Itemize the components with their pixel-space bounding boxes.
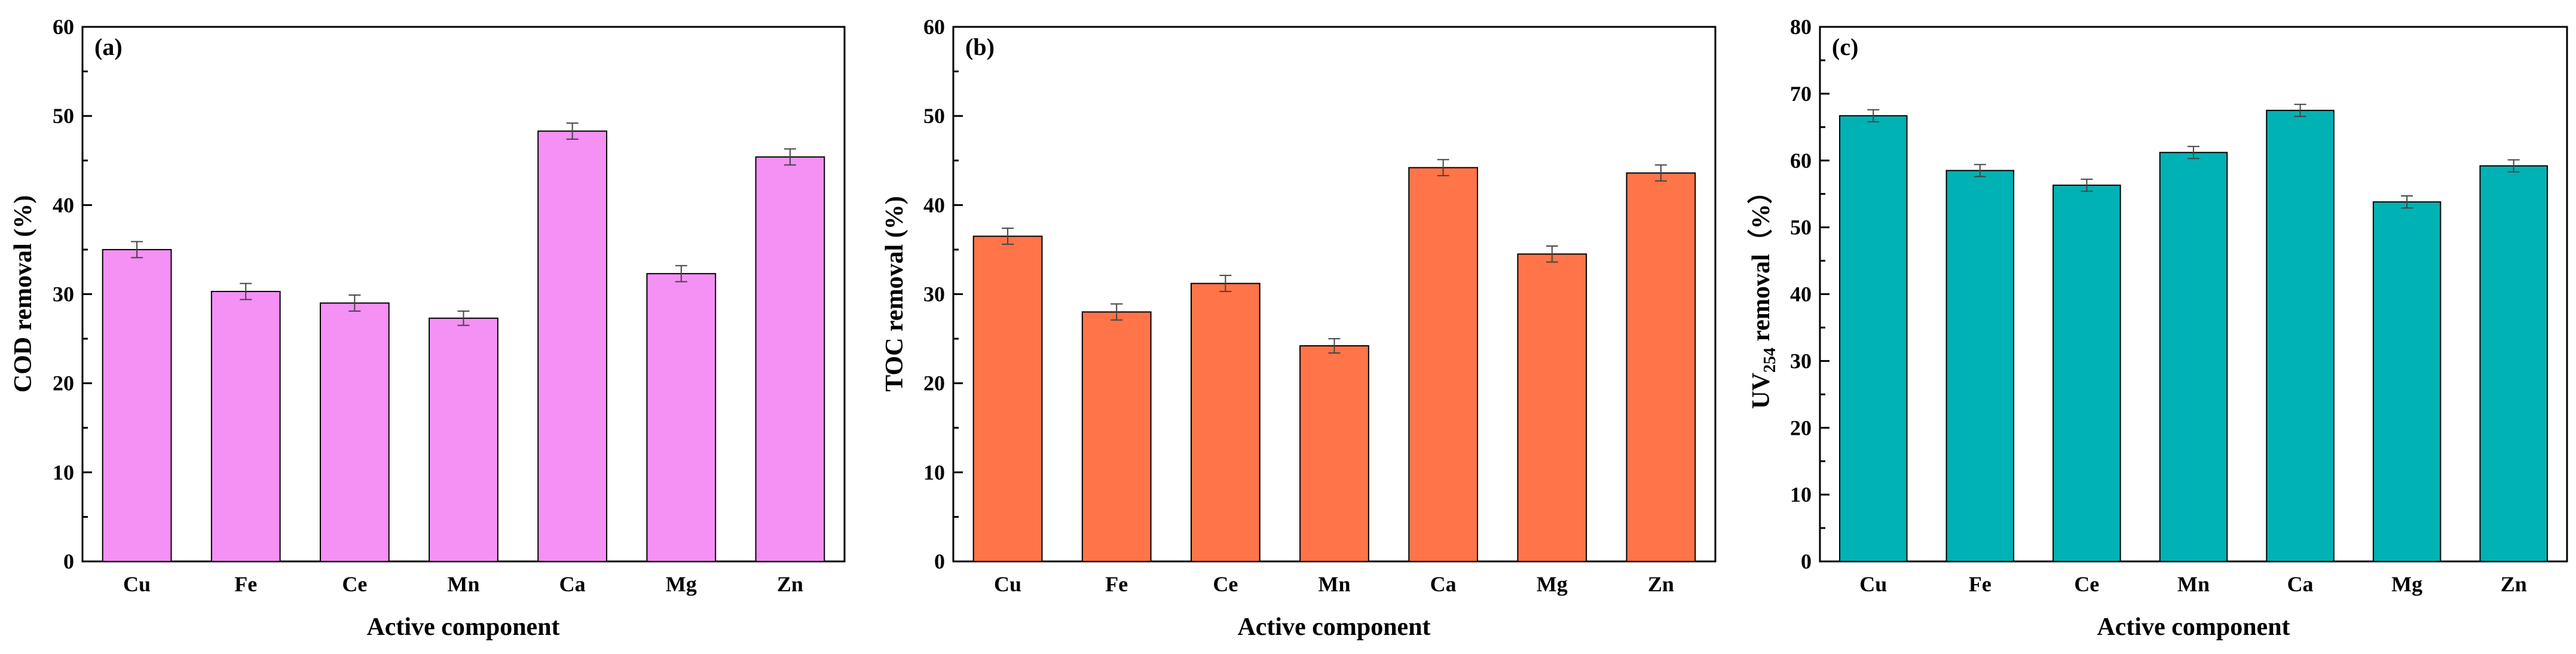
panel-a-xtick-label-mn: Mn (448, 572, 480, 596)
panel-c-bar-ca (2266, 109, 2335, 562)
panel-b-bar-zn (1626, 172, 1696, 562)
panel-a-ylabel: COD removal (%) (10, 195, 37, 392)
panel-b-ytick-label: 30 (923, 283, 945, 306)
panel-b-ytick-label: 10 (923, 460, 945, 484)
panel-c-ytick-label: 50 (1790, 216, 1812, 240)
panel-c-xtick-label-fe: Fe (1969, 572, 1991, 596)
panel-c-axes: 0 10 20 30 40 50 60 70 80 Cu Fe Ce Mn Ca Mg Zn (1790, 15, 2527, 596)
panel-c: (c) UV254 removal（%） Active component 0 1… (1747, 15, 2568, 641)
panel-c-bar-mg (2372, 201, 2442, 562)
panel-a-ytick-label: 60 (53, 15, 74, 39)
panel-c-bar-zn (2479, 165, 2548, 562)
panel-b-ytick-label: 20 (923, 371, 945, 395)
panel-c-ylabel: UV254 removal（%） (1747, 179, 1779, 409)
panel-c-ylabel-rest: removal（%） (1747, 179, 1775, 348)
panel-a-xlabel: Active component (366, 613, 559, 641)
panel-b-xlabel: Active component (1237, 613, 1430, 641)
panel-c-bars (1839, 103, 2548, 562)
panel-a-axes: 0 10 20 30 40 50 60 Cu Fe Ce Mn Ca Mg Zn (53, 15, 803, 596)
panel-b-xtick-label-fe: Fe (1105, 572, 1128, 596)
panel-a-xtick-label-ce: Ce (342, 572, 367, 596)
panel-b-bar-mn (1299, 345, 1369, 562)
panel-a-bar-mn (429, 317, 498, 563)
panel-a-label: (a) (94, 33, 123, 60)
panel-c-ylabel-main: UV (1748, 373, 1775, 409)
panel-c-bar-ce (2052, 185, 2121, 562)
panel-c-xtick-label-ca: Ca (2287, 572, 2314, 596)
panel-a-ytick-label: 20 (53, 371, 74, 395)
panel-a-bar-fe (210, 291, 281, 562)
panel-b: (b) TOC removal (%) Active component 0 10… (881, 15, 1717, 641)
panel-a-xtick-label-ca: Ca (559, 572, 586, 596)
panel-a-xtick-label-cu: Cu (123, 572, 151, 596)
panel-a-ytick-label: 0 (63, 549, 74, 573)
panel-a-ytick-label: 10 (53, 460, 74, 484)
panel-b-ytick-label: 0 (934, 549, 945, 573)
panel-c-ylabel-subscript: 254 (1761, 348, 1779, 373)
panel-c-ytick-label: 70 (1790, 82, 1812, 106)
panel-c-xtick-label-ce: Ce (2074, 572, 2099, 596)
panel-a-xtick-label-fe: Fe (234, 572, 257, 596)
panel-c-xtick-label-mg: Mg (2391, 572, 2422, 596)
panel-b-bar-ce (1190, 283, 1261, 562)
panel-c-ytick-label: 80 (1790, 15, 1812, 39)
panel-a-ytick-label: 30 (53, 283, 74, 306)
panel-a-bar-cu (102, 248, 172, 562)
panel-c-ytick-label: 20 (1790, 416, 1812, 440)
panel-b-bar-fe (1081, 311, 1152, 562)
panel-a-xtick-label-mg: Mg (666, 572, 697, 596)
panel-b-bar-cu (972, 235, 1043, 562)
panel-c-ytick-label: 10 (1790, 483, 1812, 506)
panel-a-bars (102, 122, 825, 563)
panel-a-bar-ce (319, 302, 390, 562)
panel-b-ytick-label: 50 (923, 104, 945, 128)
panel-c-ytick-label: 60 (1790, 149, 1812, 173)
panel-c-bar-mn (2159, 152, 2228, 562)
panel-a-bar-zn (755, 156, 825, 562)
panel-b-xtick-label-mg: Mg (1537, 572, 1568, 596)
panel-b-xtick-label-mn: Mn (1318, 572, 1351, 596)
panel-b-bar-mg (1517, 253, 1587, 562)
panel-b-ylabel: TOC removal (%) (881, 196, 908, 391)
panel-c-xtick-label-mn: Mn (2177, 572, 2210, 596)
panel-c-bar-fe (1945, 170, 2015, 562)
panel-b-ytick-label: 60 (923, 15, 945, 39)
panel-b-bar-ca (1408, 167, 1479, 562)
panel-b-xtick-label-ce: Ce (1213, 572, 1238, 596)
panel-a-ytick-label: 40 (53, 193, 74, 217)
panel-b-xtick-label-ca: Ca (1430, 572, 1457, 596)
panel-b-xtick-label-cu: Cu (994, 572, 1021, 596)
panel-a-bar-mg (646, 273, 717, 562)
panel-a-bar-ca (537, 130, 608, 562)
panel-c-xtick-label-zn: Zn (2501, 572, 2527, 596)
panel-b-label: (b) (965, 33, 995, 60)
panel-a-xtick-label-zn: Zn (777, 572, 803, 596)
panel-c-xlabel: Active component (2097, 613, 2290, 641)
panel-c-ytick-label: 40 (1790, 283, 1812, 306)
panel-c-bar-cu (1839, 115, 1908, 562)
panel-c-xtick-label-cu: Cu (1859, 572, 1887, 596)
panel-c-ytick-label: 30 (1790, 349, 1812, 373)
panel-c-ytick-label: 0 (1801, 549, 1812, 573)
panel-b-xtick-label-zn: Zn (1648, 572, 1674, 596)
panel-a-ytick-label: 50 (53, 104, 74, 128)
panel-a: (a) COD removal (%) Active component 0 10… (10, 15, 846, 641)
panel-c-label: (c) (1832, 33, 1858, 60)
panel-b-ytick-label: 40 (923, 193, 945, 217)
panel-b-bars (972, 159, 1696, 562)
